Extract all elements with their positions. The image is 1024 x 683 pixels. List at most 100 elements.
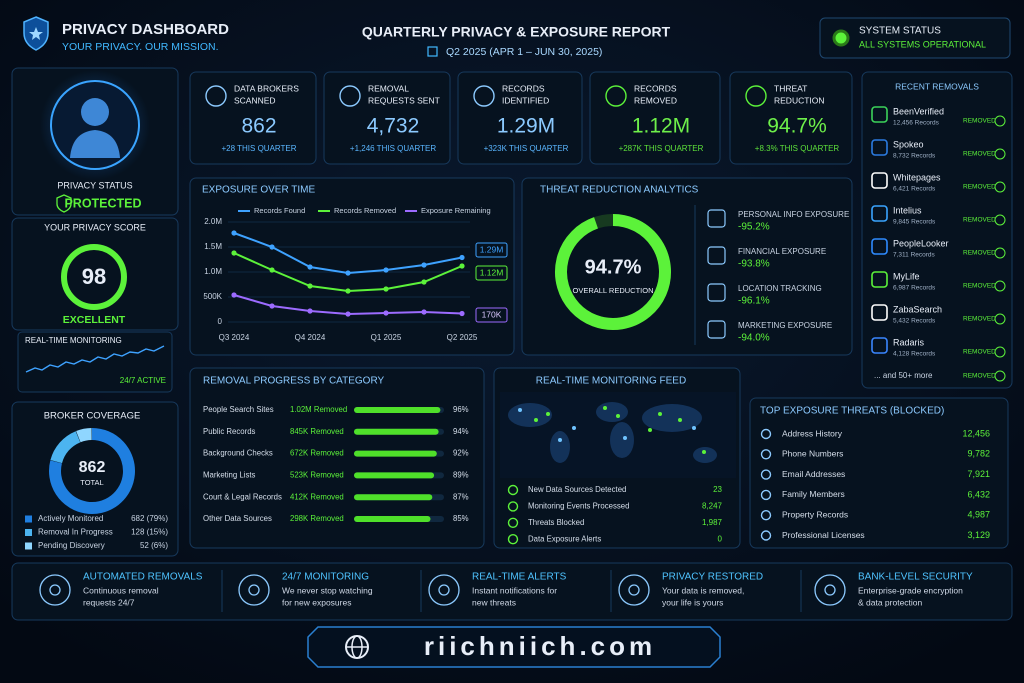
threat-row-label: Property Records (782, 509, 848, 519)
feature-icon-inner (248, 584, 260, 596)
panel (589, 71, 721, 165)
removed-status: REMOVED (963, 184, 996, 191)
feed-label: Threats Blocked (528, 518, 584, 527)
threat-value: -95.2% (738, 222, 770, 233)
feed-value: 1,987 (702, 518, 723, 527)
activity-dot (534, 418, 538, 422)
activity-dot (558, 438, 562, 442)
series-point (459, 310, 465, 317)
activity-dot (572, 426, 576, 430)
brand-name: MyLife (893, 271, 920, 281)
bar-label: 89% (453, 470, 469, 479)
stat-label: THREAT (774, 83, 807, 93)
brand-logo (871, 304, 888, 321)
end-label-box (475, 265, 508, 281)
feed-value: 23 (713, 485, 722, 494)
icon (605, 85, 627, 107)
panel (11, 217, 179, 331)
item-icon (707, 209, 726, 228)
score-title: YOUR PRIVACY SCORE (44, 222, 146, 232)
brand-records: 12,456 Records (893, 120, 940, 127)
stat-change: +8.3% THIS QUARTER (755, 144, 840, 153)
panel (11, 401, 179, 557)
stat-label: RECORDS (502, 83, 545, 93)
stat-label: REMOVAL (368, 83, 409, 93)
series-point (345, 311, 351, 317)
y-tick-label: 2.0M (204, 217, 222, 226)
bar (354, 472, 435, 479)
check-icon (994, 181, 1006, 193)
feature-line: & data protection (858, 597, 923, 607)
legend-label: Records Removed (334, 206, 396, 215)
activity-dot (658, 412, 662, 416)
threat-row-value: 12,456 (962, 428, 990, 438)
category-amount: 1.02M Removed (290, 405, 347, 414)
stat-label: SCANNED (234, 95, 276, 105)
check-icon (994, 247, 1006, 259)
check-icon (994, 115, 1006, 127)
activity-dot (546, 412, 550, 416)
more-brands: ... and 50+ more (874, 371, 933, 380)
donut-segment (76, 428, 92, 443)
stat-value: 94.7% (767, 115, 827, 138)
stat-change: +1,246 THIS QUARTER (350, 144, 436, 153)
threat-row-value: 3,129 (967, 530, 990, 540)
check-icon (994, 313, 1006, 325)
item-icon (707, 283, 726, 302)
removed-status: REMOVED (963, 118, 996, 125)
activity-dot (623, 436, 627, 440)
panel-title: REMOVAL PROGRESS BY CATEGORY (203, 376, 384, 387)
threat-row-value: 9,782 (967, 449, 990, 459)
calendar-icon (427, 46, 438, 57)
status-box (819, 17, 1011, 59)
panel-title: REAL-TIME MONITORING FEED (536, 376, 686, 387)
legend-swatch (25, 515, 32, 523)
coverage-total: 862 (79, 459, 106, 476)
panel-title: THREAT REDUCTION ANALYTICS (540, 185, 699, 196)
y-tick-label: 1.0M (204, 267, 222, 276)
donut-segment (49, 428, 135, 514)
feature-line: your life is yours (662, 597, 723, 607)
feature-title: BANK-LEVEL SECURITY (858, 572, 973, 583)
legend-label: Removal In Progress (38, 528, 113, 537)
category-amount: 672K Removed (290, 449, 344, 458)
series-point (421, 279, 427, 285)
continent (550, 431, 570, 463)
brand-records: 7,311 Records (893, 252, 936, 259)
brand-records: 4,128 Records (893, 351, 936, 358)
header-tagline: YOUR PRIVACY. OUR MISSION. (62, 41, 219, 53)
feature-icon (428, 574, 460, 606)
check-icon (994, 214, 1006, 226)
legend-label: Records Found (254, 206, 305, 215)
brand-logo (871, 106, 888, 123)
stat-value: 1.12M (632, 115, 690, 138)
avatar-body (70, 130, 120, 158)
series-point (269, 267, 275, 273)
donut-segment (50, 431, 81, 464)
panel-title: RECENT REMOVALS (895, 81, 979, 91)
stat-value: 862 (241, 115, 276, 138)
status-text: ALL SYSTEMS OPERATIONAL (859, 39, 986, 49)
icon (760, 530, 772, 541)
stat-change: +28 THIS QUARTER (221, 144, 296, 153)
brand-records: 6,987 Records (893, 285, 936, 292)
coverage-title: BROKER COVERAGE (44, 411, 141, 422)
series-point (307, 308, 313, 314)
score-value: 98 (82, 264, 106, 289)
panel (457, 71, 583, 165)
feature-title: REAL-TIME ALERTS (472, 572, 567, 583)
removed-status: REMOVED (963, 349, 996, 356)
removed-status: REMOVED (963, 316, 996, 323)
item-icon (707, 246, 726, 265)
brand-name: Radaris (893, 337, 925, 347)
continent (610, 422, 634, 458)
donut-segment (555, 214, 671, 330)
brand-logo (871, 337, 888, 354)
feature-icon-inner (824, 584, 836, 596)
threat-row-label: Family Members (782, 489, 845, 499)
icon (760, 449, 772, 460)
activity-dot (702, 450, 706, 454)
avatar-head (81, 98, 109, 126)
activity-dot (603, 406, 607, 410)
end-label: 1.29M (480, 244, 504, 254)
